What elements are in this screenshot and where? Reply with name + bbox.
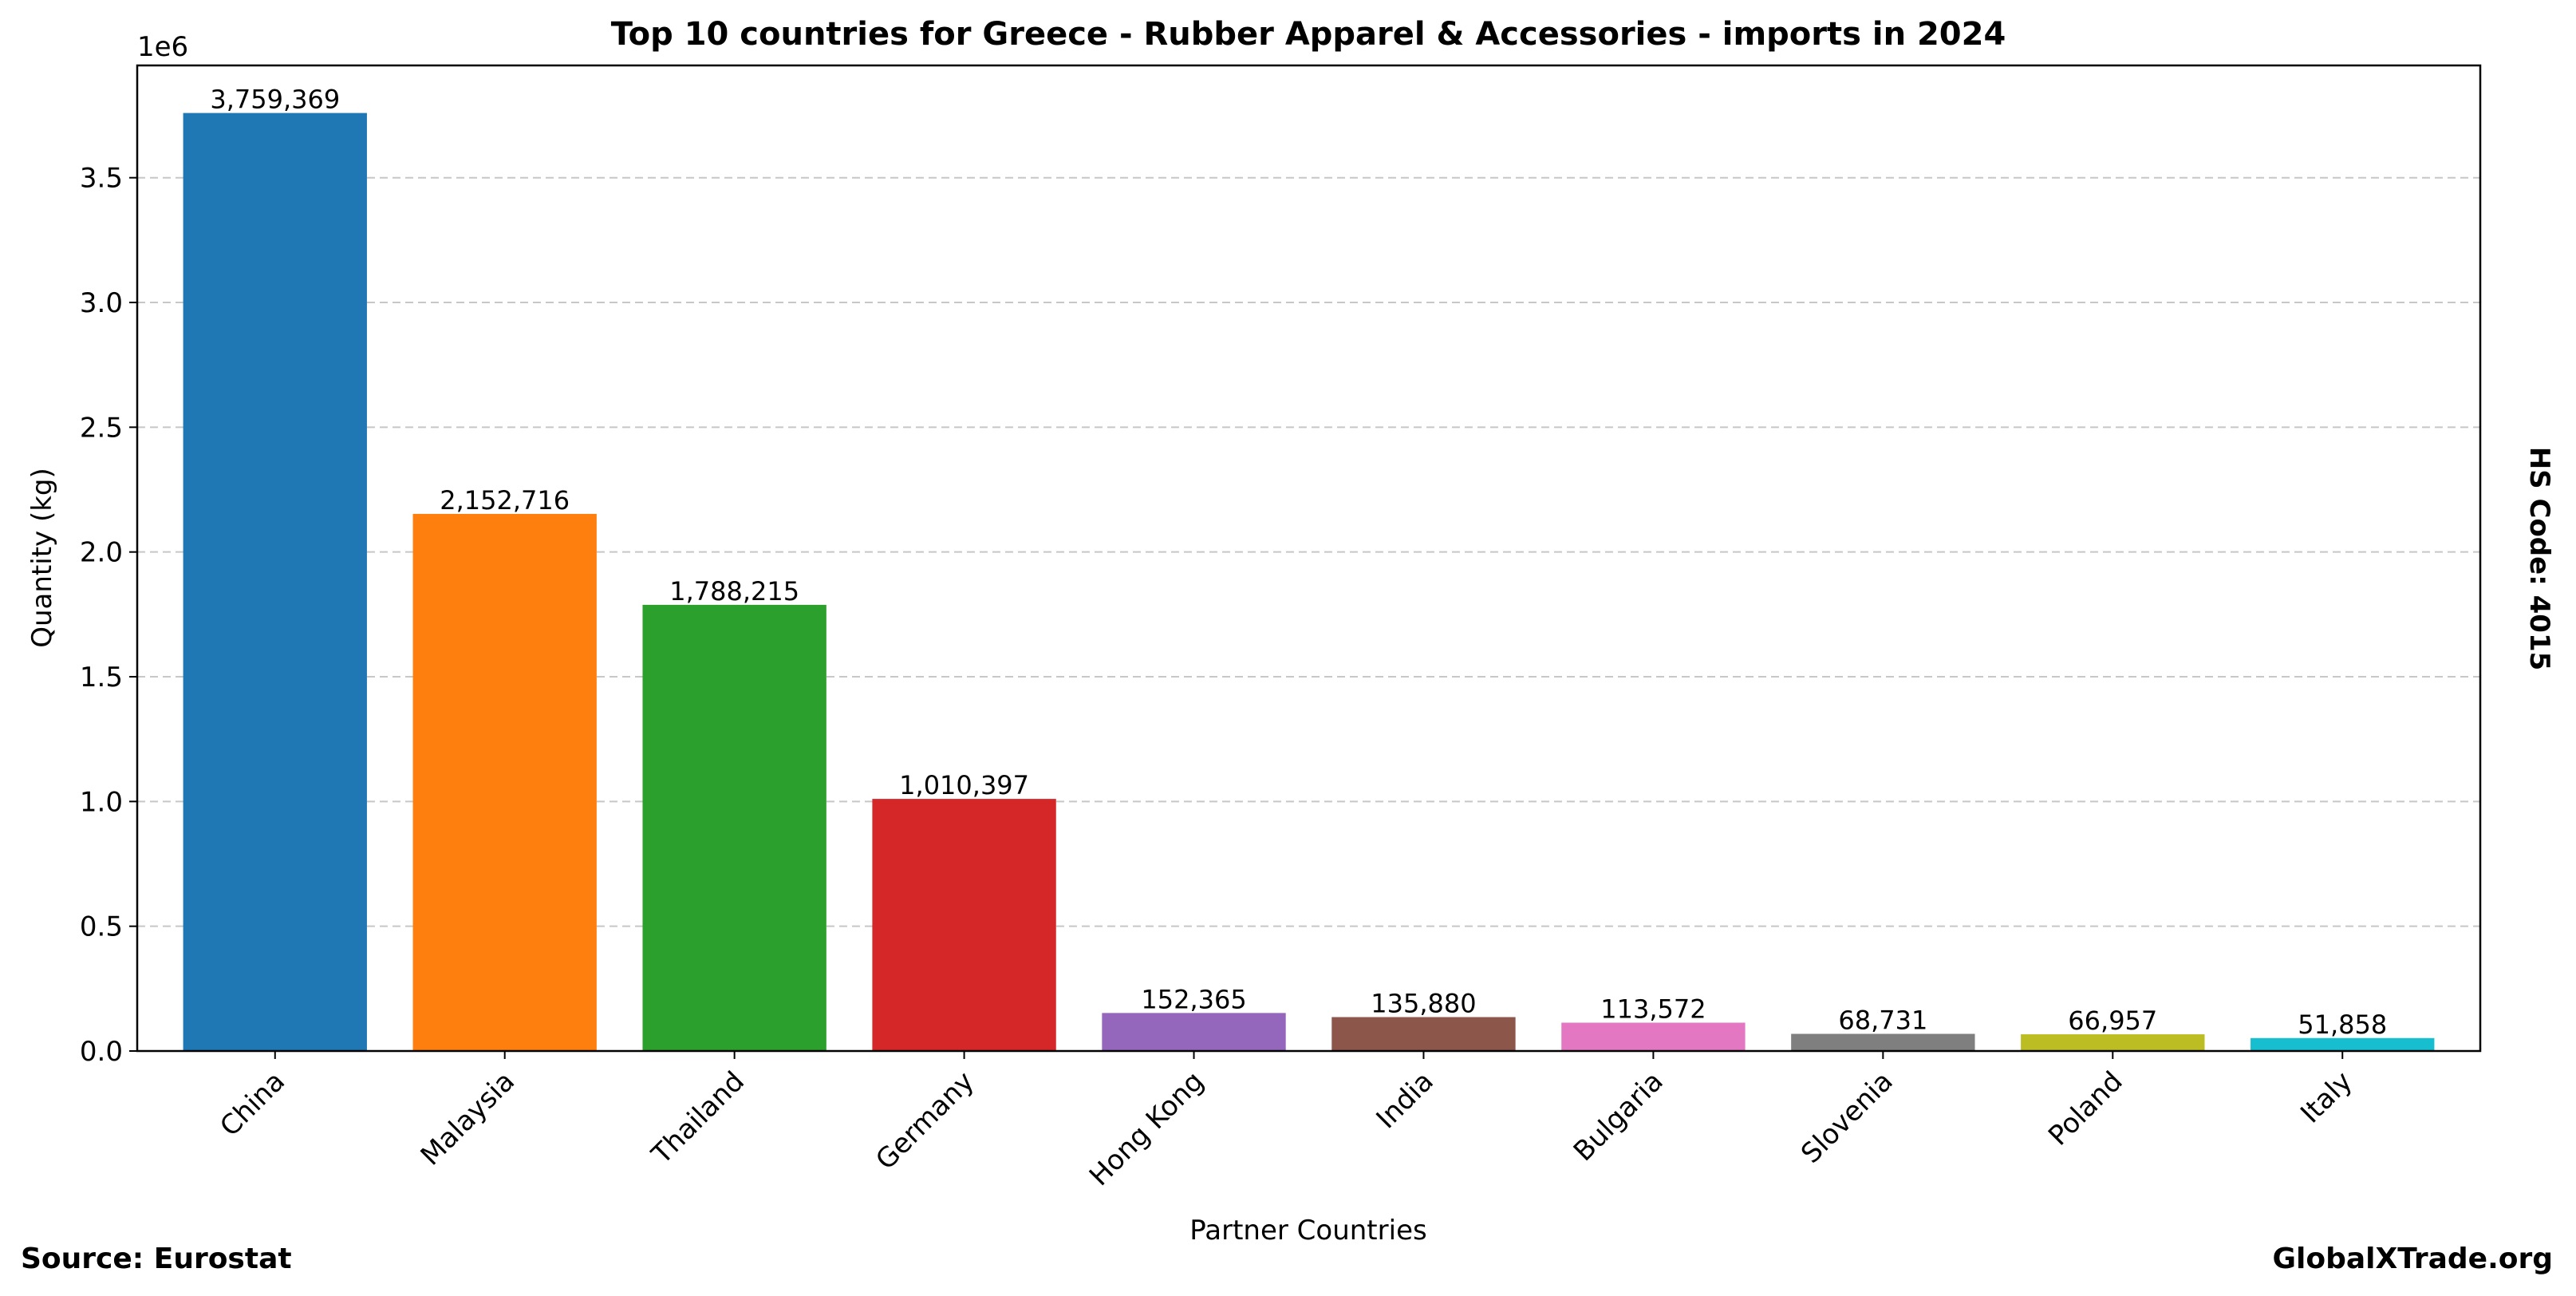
- bar-value-label: 1,010,397: [899, 770, 1029, 800]
- bars: [183, 113, 2435, 1052]
- bar: [642, 604, 826, 1051]
- brand-note: GlobalXTrade.org: [2272, 1243, 2553, 1275]
- bar-value-label: 1,788,215: [669, 576, 799, 607]
- x-tick-label: India: [1371, 1065, 1440, 1135]
- x-tick-label: Poland: [2042, 1065, 2129, 1152]
- x-tick-label: Germany: [870, 1065, 980, 1176]
- y-tick-label: 3.0: [80, 287, 123, 319]
- y-offset-text: 1e6: [137, 31, 188, 63]
- bar-value-label: 113,572: [1600, 994, 1706, 1024]
- bar-value-label: 152,365: [1141, 984, 1246, 1014]
- y-tick-label: 2.0: [80, 537, 123, 569]
- bar-value-label: 66,957: [2068, 1006, 2157, 1036]
- bar-value-label: 68,731: [1838, 1006, 1927, 1036]
- y-tick-label: 0.5: [80, 911, 123, 943]
- bar: [2251, 1037, 2435, 1051]
- x-tick-label: Bulgaria: [1568, 1065, 1670, 1168]
- bar-value-label: 135,880: [1371, 989, 1476, 1019]
- y-tick-label: 1.5: [80, 662, 123, 693]
- bar-labels: 3,759,369 2,152,716 1,788,215 1,010,397 152,…: [210, 85, 2387, 1040]
- x-tick-label: Malaysia: [415, 1065, 521, 1172]
- bar: [1561, 1022, 1746, 1051]
- bar-value-label: 51,858: [2298, 1010, 2387, 1040]
- chart-title: Top 10 countries for Greece - Rubber App…: [611, 16, 2006, 53]
- y-axis-ticks: 0.0 0.5 1.0 1.5 2.0 2.5 3.0 3.5: [80, 163, 137, 1068]
- plot-frame: [136, 64, 2482, 1053]
- bar-value-label: 2,152,716: [440, 485, 570, 516]
- y-tick-label: 2.5: [80, 412, 123, 444]
- bar: [1102, 1013, 1286, 1051]
- source-note: Source: Eurostat: [21, 1243, 292, 1275]
- x-tick-label: Thailand: [645, 1065, 751, 1171]
- bar: [2021, 1034, 2205, 1051]
- x-tick-label: China: [214, 1065, 291, 1143]
- y-tick-label: 0.0: [80, 1036, 123, 1068]
- bar-value-label: 3,759,369: [210, 85, 340, 115]
- bar: [183, 113, 367, 1052]
- y-tick-label: 3.5: [80, 163, 123, 195]
- x-axis-ticks: China Malaysia Thailand Germany Hong Kong Ind…: [214, 1051, 2359, 1192]
- x-tick-label: Slovenia: [1795, 1065, 1899, 1170]
- bar: [1331, 1017, 1516, 1051]
- bar: [872, 799, 1056, 1051]
- x-tick-label: Hong Kong: [1083, 1065, 1210, 1192]
- y-axis-label: Quantity (kg): [26, 468, 58, 648]
- x-axis-label: Partner Countries: [1189, 1215, 1426, 1247]
- bar: [412, 513, 597, 1051]
- x-tick-label: Italy: [2294, 1065, 2358, 1129]
- bar: [1791, 1033, 1975, 1051]
- hs-code-note: HS Code: 4015: [2523, 447, 2555, 671]
- y-tick-label: 1.0: [80, 786, 123, 818]
